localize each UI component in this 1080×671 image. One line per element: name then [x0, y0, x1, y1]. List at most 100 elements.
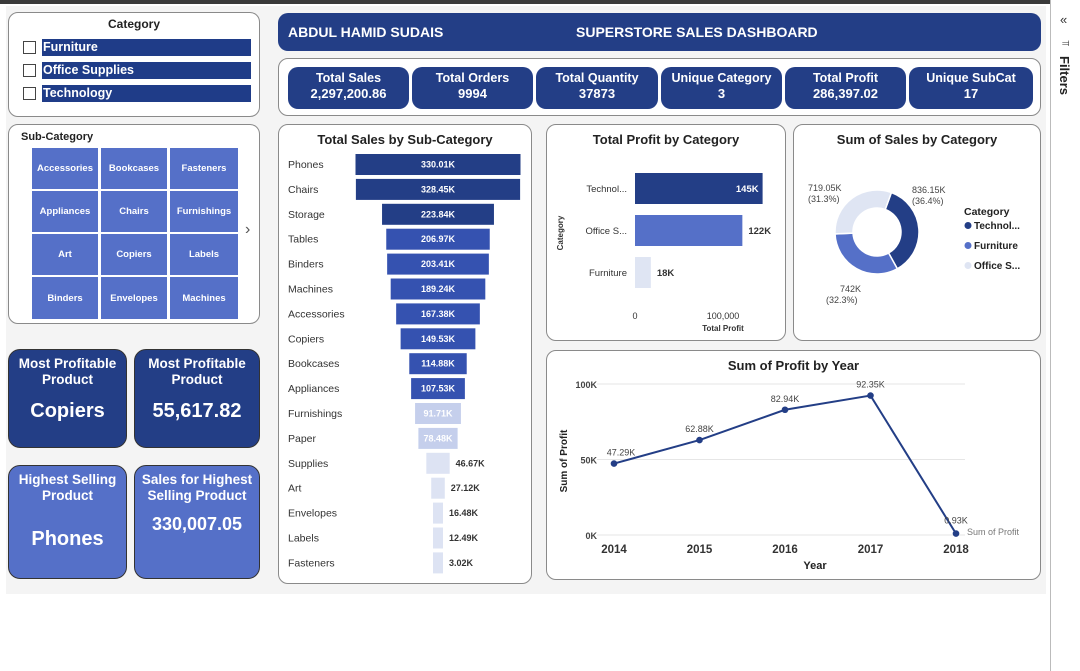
chart-title: Total Sales by Sub-Category	[317, 132, 493, 147]
subcategory-tile[interactable]: Appliances	[32, 191, 98, 232]
kpi-value: 37873	[578, 86, 616, 101]
subcategory-tile[interactable]: Accessories	[32, 148, 98, 189]
y-axis-label: Category	[556, 215, 565, 250]
funnel-bar	[426, 452, 450, 474]
funnel-bar	[386, 228, 490, 250]
checkbox[interactable]	[23, 63, 36, 77]
kpi-card-unique-subcat: Unique SubCat 17	[909, 67, 1033, 109]
kpi-value: 2,297,200.86	[310, 86, 387, 101]
page-title: SUPERSTORE SALES DASHBOARD	[576, 24, 818, 40]
category-label: Envelopes	[288, 508, 337, 520]
subcategory-tile[interactable]: Furnishings	[170, 191, 238, 232]
donut-slice	[834, 232, 899, 275]
kpi-label: Unique SubCat	[926, 71, 1016, 85]
card-value: 55,617.82	[152, 400, 242, 422]
funnel-bar	[415, 403, 461, 424]
legend-label: Office S...	[974, 261, 1020, 272]
y-tick-label: 0K	[585, 531, 597, 541]
subcategory-tile[interactable]: Machines	[170, 277, 238, 319]
subcategory-tile[interactable]: Copiers	[101, 234, 167, 275]
subcategory-tile[interactable]: Fasteners	[170, 148, 238, 189]
category-option-furniture[interactable]: Furniture	[23, 38, 251, 56]
category-label: Paper	[288, 433, 317, 445]
funnel-bar	[400, 328, 476, 350]
category-label: Storage	[288, 209, 325, 221]
category-option-office-supplies[interactable]: Office Supplies	[23, 61, 251, 79]
data-label: 12.49K	[449, 533, 479, 543]
category-slicer-title: Category	[107, 17, 160, 31]
data-label: 82.94K	[771, 394, 800, 404]
data-label: 145K	[736, 184, 759, 195]
funnel-bar	[382, 203, 494, 225]
kpi-card-total-profit: Total Profit 286,397.02	[785, 67, 906, 109]
funnel-bar	[355, 154, 521, 175]
category-option-technology[interactable]: Technology	[23, 84, 251, 102]
chart-title: Sum of Sales by Category	[836, 132, 998, 147]
kpi-card-total-orders: Total Orders 9994	[412, 67, 533, 109]
y-axis-label: Sum of Profit	[559, 429, 570, 492]
x-axis-label: Year	[803, 560, 827, 572]
sales-by-category-chart: 836.15K(36.4%) 719.05K(31.3%) 742K(32.3%) C…	[808, 183, 1020, 305]
subcategory-tile[interactable]: Binders	[32, 277, 98, 319]
kpi-value: 9994	[458, 86, 487, 101]
legend-marker	[964, 242, 972, 249]
checkbox[interactable]	[23, 40, 36, 54]
funnel-bar	[418, 427, 458, 449]
subcategory-tile[interactable]: Chairs	[101, 191, 167, 232]
header-banner: ABDUL HAMID SUDAIS SUPERSTORE SALES DASH…	[278, 13, 1041, 51]
data-point	[610, 460, 618, 467]
data-label: 16.48K	[449, 508, 479, 518]
category-label: Labels	[288, 533, 319, 545]
subcategory-tile[interactable]: Art	[32, 234, 98, 275]
filter-toggle-icon[interactable]: ⫤	[1062, 38, 1070, 49]
x-axis-label: Total Profit	[702, 324, 744, 333]
x-tick-label: 100,000	[707, 311, 740, 321]
data-label: 114.88K	[421, 359, 455, 369]
funnel-bar	[433, 527, 443, 549]
data-label: 27.12K	[451, 483, 481, 493]
kpi-label: Unique Category	[671, 71, 772, 85]
subcategory-tile[interactable]: Envelopes	[101, 277, 167, 319]
data-label: 189.24K	[421, 284, 456, 294]
subcategory-tile[interactable]: Labels	[170, 234, 238, 275]
kpi-strip: Total Sales 2,297,200.86 Total Orders 99…	[278, 58, 1041, 116]
kpi-value: 17	[963, 86, 979, 101]
chevron-right-icon[interactable]: ›	[245, 221, 251, 238]
data-label: 836.15K	[912, 185, 946, 195]
sales-by-subcategory-card: Total Sales by Sub-Category Phones 330.01…	[278, 124, 532, 584]
x-tick-label: 2018	[943, 544, 969, 556]
data-point	[952, 530, 960, 537]
data-label: 78.48K	[423, 433, 453, 443]
profit-bar	[635, 257, 651, 288]
data-label: (32.3%)	[826, 295, 858, 305]
category-label: Chairs	[288, 184, 318, 196]
data-label: 46.67K	[456, 458, 486, 468]
checkbox[interactable]	[23, 86, 36, 100]
filters-pane[interactable]: « ⫤ Filters	[1050, 0, 1080, 671]
category-label: Machines	[288, 284, 333, 296]
y-tick-label: 50K	[580, 456, 597, 466]
data-label: (36.4%)	[912, 196, 944, 206]
data-label: 328.45K	[421, 184, 456, 194]
category-label: Furnishings	[288, 408, 342, 420]
profit-by-year-card: Sum of Profit by Year 0K 50K 100K Sum of Pr…	[546, 350, 1041, 580]
author-name: ABDUL HAMID SUDAIS	[288, 24, 444, 40]
sales-by-category-card: Sum of Sales by Category 836.15K (36.4%) 7…	[793, 124, 1041, 341]
filters-label[interactable]: Filters	[1057, 56, 1072, 96]
collapse-icon[interactable]: «	[1060, 12, 1068, 27]
chart-title: Sum of Profit by Year	[727, 358, 860, 373]
series-name-label: Sum of Profit	[967, 527, 1020, 537]
category-option-label: Technology	[42, 84, 251, 102]
y-tick-label: 100K	[575, 380, 597, 390]
subcategory-tile[interactable]: Bookcases	[101, 148, 167, 189]
category-label: Phones	[288, 159, 324, 171]
data-point	[867, 392, 874, 399]
category-option-label: Office Supplies	[42, 61, 251, 79]
card-label: Highest Selling Product	[18, 472, 117, 503]
category-label: Fasteners	[288, 557, 335, 569]
data-label: 91.71K	[423, 409, 453, 419]
category-option-label: Furniture	[42, 38, 251, 56]
data-label: 18K	[657, 268, 675, 279]
kpi-label: Total Sales	[315, 71, 382, 85]
profit-bar	[635, 215, 743, 246]
